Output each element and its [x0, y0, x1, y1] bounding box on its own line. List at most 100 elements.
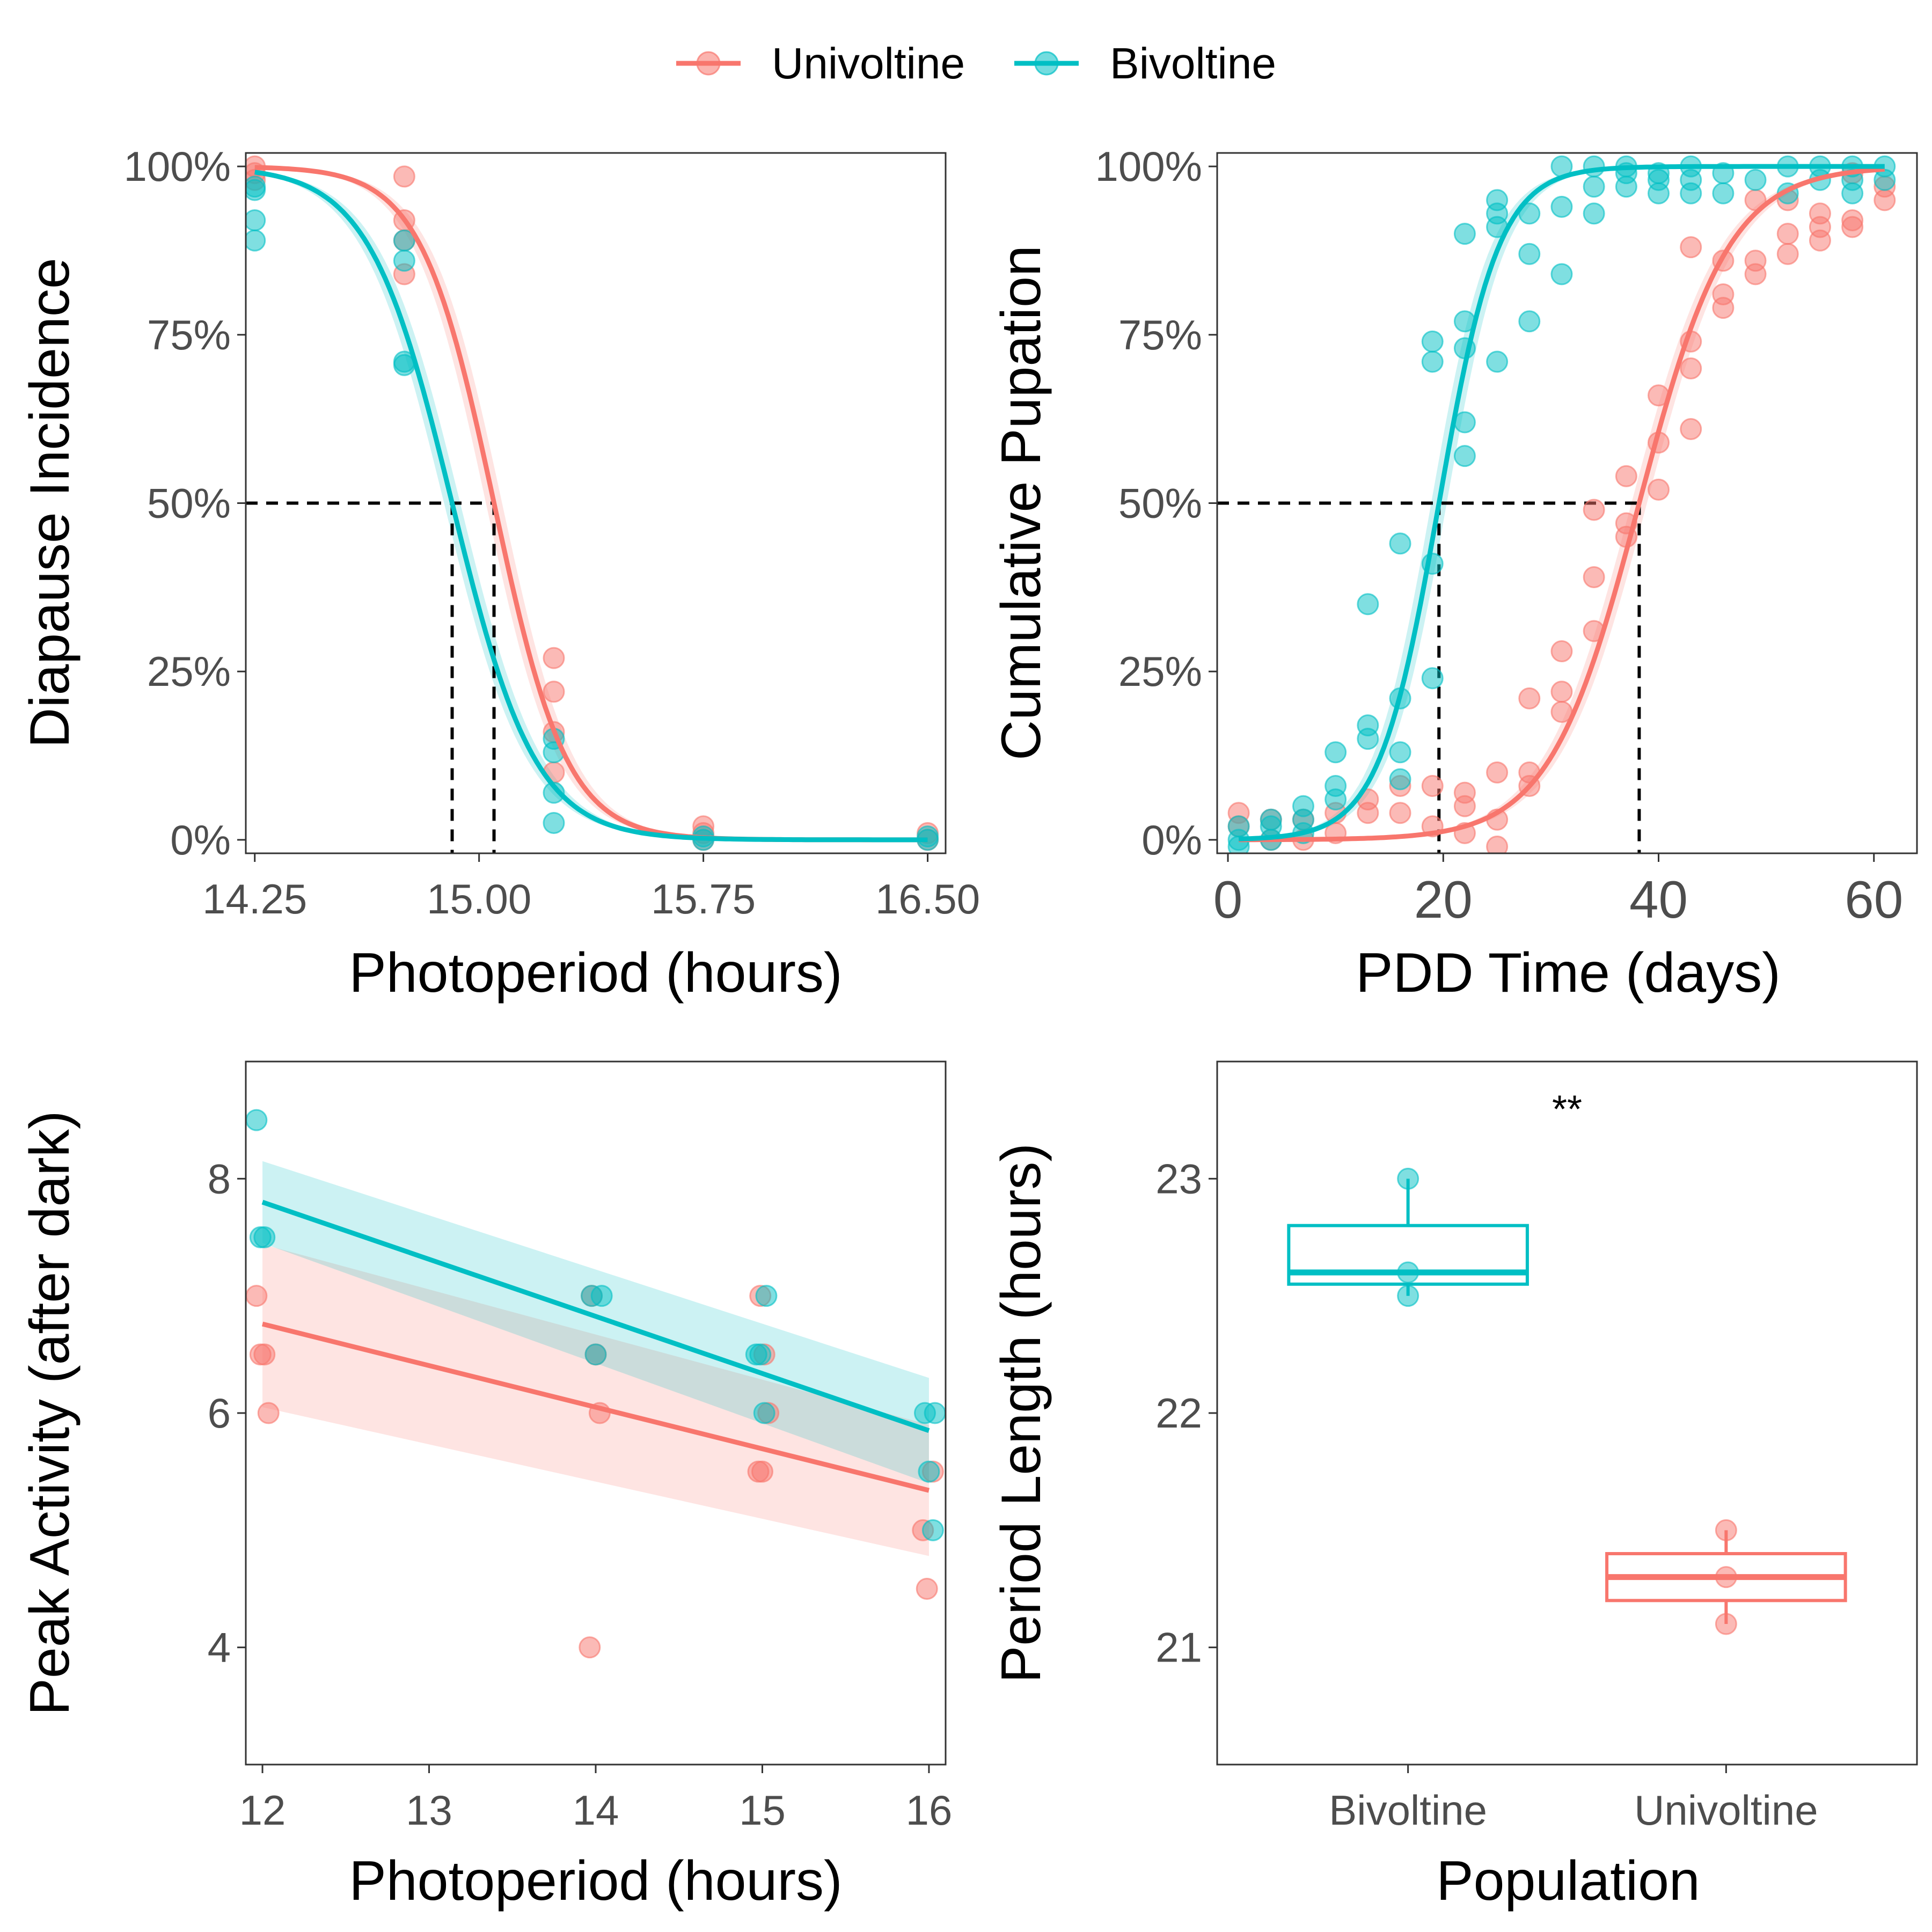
- x-tick-label: 12: [239, 1787, 286, 1834]
- data-point-univoltine: [1486, 761, 1509, 784]
- data-point-bivoltine: [921, 1519, 944, 1541]
- y-tick-label: 25%: [147, 648, 231, 695]
- data-point-bivoltine: [1550, 263, 1573, 286]
- data-point-bivoltine: [246, 209, 266, 231]
- legend-label-bivoltine: Bivoltine: [1110, 39, 1276, 88]
- data-point-univoltine: [1874, 189, 1896, 211]
- data-point-bivoltine: [1324, 788, 1347, 811]
- data-point-univoltine: [1680, 418, 1702, 440]
- legend: Univoltine Bivoltine: [676, 39, 1276, 88]
- y-axis-title: Diapause Incidence: [19, 258, 81, 748]
- panel-frame: [245, 152, 947, 854]
- panel-frame: [245, 1060, 947, 1766]
- panel-peak-activity: Photoperiod (hours) Peak Activity (after…: [19, 1060, 953, 1912]
- data-point-univoltine: [257, 1402, 280, 1424]
- data-point-univoltine: [1715, 1519, 1737, 1541]
- data-point-univoltine: [1550, 680, 1573, 703]
- data-point-bivoltine: [1874, 169, 1896, 191]
- x-tick-label: 14.25: [202, 875, 307, 923]
- plot-area: [246, 155, 939, 853]
- y-tick-label: 50%: [1118, 480, 1202, 527]
- y-axis-title: Period Length (hours): [990, 1143, 1052, 1683]
- x-tick-label: 15.00: [427, 875, 531, 923]
- data-point-bivoltine: [1518, 243, 1541, 265]
- data-point-univoltine: [1518, 687, 1541, 709]
- data-point-univoltine: [916, 1578, 938, 1600]
- data-point-bivoltine: [1357, 728, 1379, 750]
- y-tick-label: 0%: [1141, 816, 1202, 863]
- plot-area: [1217, 155, 1896, 853]
- y-tick-label: 75%: [147, 311, 231, 358]
- data-point-bivoltine: [1397, 1285, 1419, 1307]
- x-tick-label: 13: [406, 1787, 452, 1834]
- x-tick-label: 14: [573, 1787, 619, 1834]
- data-point-univoltine: [1776, 243, 1799, 265]
- y-tick-label: 0%: [170, 816, 231, 863]
- y-tick-label: 50%: [147, 480, 231, 527]
- panel-diapause-incidence: Photoperiod (hours) Diapause Incidence 0…: [19, 143, 980, 1004]
- data-point-bivoltine: [1389, 532, 1411, 555]
- data-point-bivoltine: [246, 1109, 268, 1131]
- fit-curve-univoltine: [1239, 166, 1885, 843]
- y-tick-label: 8: [208, 1155, 231, 1202]
- data-point-univoltine: [1680, 236, 1702, 259]
- data-point-univoltine: [751, 1460, 773, 1483]
- confidence-band-bivoltine: [254, 171, 928, 840]
- data-point-bivoltine: [1389, 741, 1411, 764]
- data-point-bivoltine: [1841, 182, 1864, 204]
- x-tick-label: Bivoltine: [1329, 1787, 1487, 1834]
- data-point-univoltine: [579, 1636, 601, 1659]
- data-point-bivoltine: [1518, 310, 1541, 333]
- x-axis-title: Photoperiod (hours): [349, 1850, 842, 1912]
- data-point-bivoltine: [1486, 350, 1509, 373]
- data-point-bivoltine: [755, 1285, 778, 1307]
- legend-label-univoltine: Univoltine: [772, 39, 965, 88]
- fit-line-univoltine: [261, 1321, 930, 1493]
- data-point-univoltine: [1809, 229, 1831, 252]
- legend-item-univoltine: Univoltine: [676, 39, 965, 88]
- data-point-bivoltine: [1324, 741, 1347, 764]
- plot-area: [246, 1109, 946, 1659]
- data-point-bivoltine: [1550, 195, 1573, 218]
- data-point-bivoltine: [1615, 175, 1637, 198]
- x-tick-label: 20: [1414, 870, 1473, 929]
- data-point-bivoltine: [749, 1343, 772, 1366]
- x-tick-label: Univoltine: [1634, 1787, 1818, 1834]
- data-point-bivoltine: [581, 1285, 603, 1307]
- data-point-bivoltine: [1421, 667, 1444, 690]
- data-point-bivoltine: [1453, 411, 1476, 434]
- boxplot-bivoltine: [1287, 1167, 1529, 1307]
- data-point-univoltine: [1648, 478, 1670, 501]
- data-point-univoltine: [543, 647, 565, 669]
- data-point-bivoltine: [1421, 350, 1444, 373]
- confidence-band-bivoltine: [1239, 166, 1885, 839]
- y-tick-label: 100%: [1095, 143, 1203, 190]
- data-point-bivoltine: [584, 1343, 607, 1366]
- y-tick-label: 75%: [1118, 311, 1202, 358]
- data-point-bivoltine: [1744, 169, 1767, 191]
- panel-period-length: Population Period Length (hours) 21 22 23 *…: [990, 1060, 1918, 1912]
- data-point-bivoltine: [1421, 330, 1444, 353]
- panel-cumulative-pupation: PDD Time (days) Cumulative Pupation 0% 25…: [990, 143, 1918, 1004]
- data-point-bivoltine: [1712, 182, 1735, 204]
- x-tick-label: 0: [1213, 870, 1243, 929]
- data-point-bivoltine: [753, 1402, 775, 1424]
- data-point-univoltine: [1715, 1566, 1737, 1589]
- fit-curve-bivoltine: [1238, 164, 1885, 841]
- legend-item-bivoltine: Bivoltine: [1014, 39, 1276, 88]
- data-point-univoltine: [1421, 775, 1444, 797]
- data-point-bivoltine: [1680, 182, 1702, 204]
- x-tick-label: 60: [1845, 870, 1903, 929]
- x-axis-title: PDD Time (days): [1356, 942, 1781, 1004]
- data-point-bivoltine: [1357, 593, 1379, 616]
- data-point-univoltine: [1357, 802, 1379, 824]
- data-point-bivoltine: [1648, 182, 1670, 204]
- y-tick-label: 4: [208, 1624, 231, 1671]
- data-point-bivoltine: [1397, 1167, 1419, 1190]
- x-tick-label: 15.75: [651, 875, 756, 923]
- x-tick-label: 16: [906, 1787, 953, 1834]
- data-point-univoltine: [246, 1285, 268, 1307]
- data-point-univoltine: [1583, 499, 1605, 521]
- data-point-bivoltine: [246, 229, 266, 252]
